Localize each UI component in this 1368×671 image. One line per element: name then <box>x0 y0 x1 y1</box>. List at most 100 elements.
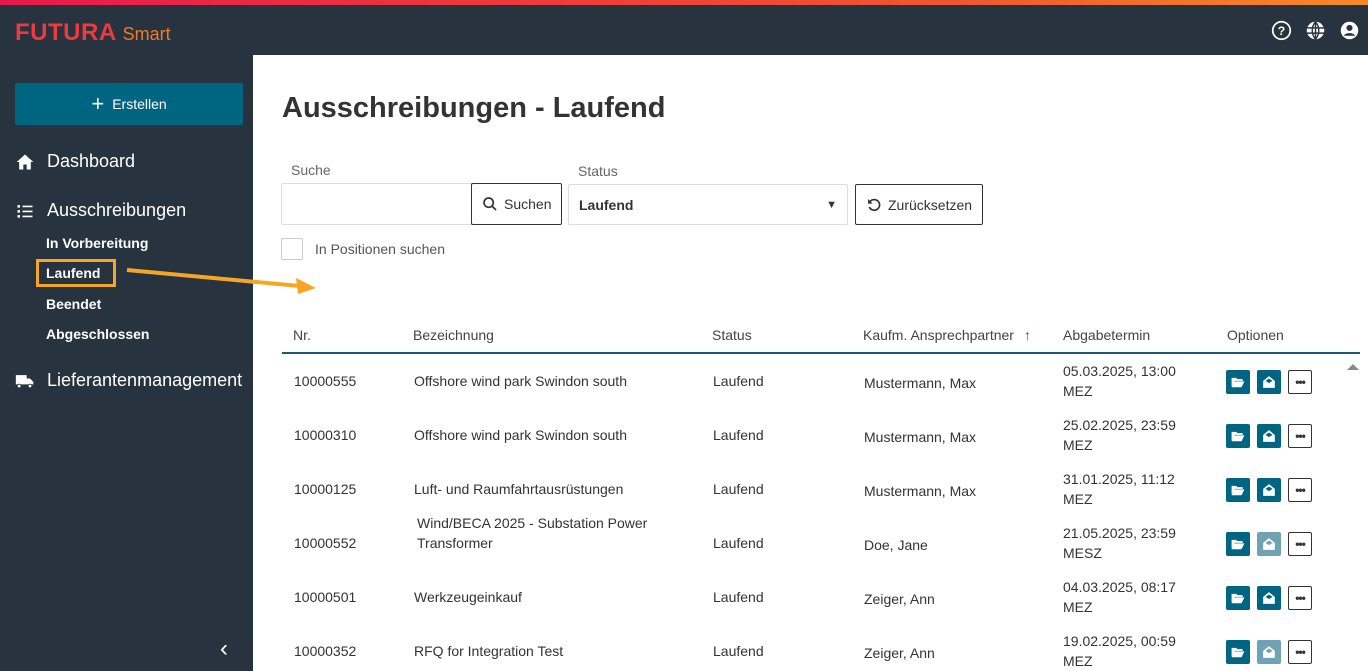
positions-checkbox[interactable] <box>281 238 303 260</box>
globe-icon[interactable] <box>1305 20 1326 41</box>
cell-partner: Mustermann, Max <box>864 483 977 499</box>
folder-open-icon <box>1231 647 1245 658</box>
brand-strip <box>0 0 1368 5</box>
column-header-status[interactable]: Status <box>712 327 752 343</box>
more-options-button[interactable]: ••• <box>1288 640 1312 664</box>
open-mail-button[interactable] <box>1257 424 1281 448</box>
ellipsis-icon: ••• <box>1295 429 1306 443</box>
scroll-up-icon[interactable] <box>1347 364 1359 370</box>
more-options-button[interactable]: ••• <box>1288 478 1312 502</box>
cell-partner: Zeiger, Ann <box>864 645 935 661</box>
more-options-button[interactable]: ••• <box>1288 424 1312 448</box>
open-mail-button[interactable] <box>1257 478 1281 502</box>
envelope-open-icon <box>1263 376 1275 388</box>
reset-button[interactable]: Zurücksetzen <box>855 184 984 225</box>
cell-partner: Mustermann, Max <box>864 429 977 445</box>
cell-bezeichnung[interactable]: Offshore wind park Swindon south <box>414 373 627 389</box>
folder-open-icon <box>1231 377 1245 388</box>
home-icon <box>16 154 34 169</box>
help-icon[interactable]: ? <box>1271 20 1292 41</box>
column-header-optionen: Optionen <box>1227 327 1284 343</box>
column-header-bezeichnung[interactable]: Bezeichnung <box>413 327 494 343</box>
search-icon <box>483 197 497 211</box>
sidebar-subitem-beendet[interactable]: Beendet <box>46 296 102 312</box>
cell-nr: 10000552 <box>294 535 357 551</box>
status-label: Status <box>578 163 618 179</box>
cell-abgabetermin: 05.03.2025, 13:00 MEZ <box>1063 363 1176 399</box>
cell-nr: 10000501 <box>294 589 357 605</box>
reset-icon <box>868 198 881 211</box>
user-icon[interactable] <box>1339 20 1360 41</box>
cell-bezeichnung[interactable]: Wind/BECA 2025 - Substation Power Transf… <box>417 515 648 551</box>
cell-nr: 10000310 <box>294 427 357 443</box>
envelope-open-icon <box>1263 430 1275 442</box>
more-options-button[interactable]: ••• <box>1288 586 1312 610</box>
open-folder-button[interactable] <box>1226 640 1250 664</box>
cell-partner: Zeiger, Ann <box>864 591 935 607</box>
sidebar-subitem-abgeschlossen[interactable]: Abgeschlossen <box>46 326 150 342</box>
folder-open-icon <box>1231 485 1245 496</box>
open-folder-button[interactable] <box>1226 424 1250 448</box>
cell-abgabetermin: 04.03.2025, 08:17 MEZ <box>1063 579 1176 615</box>
envelope-open-icon <box>1263 538 1275 550</box>
folder-open-icon <box>1231 539 1245 550</box>
list-icon <box>17 204 33 218</box>
page-title: Ausschreibungen - Laufend <box>282 92 666 124</box>
folder-open-icon <box>1231 431 1245 442</box>
column-header-abgabetermin[interactable]: Abgabetermin <box>1063 327 1151 343</box>
ellipsis-icon: ••• <box>1295 591 1306 605</box>
sidebar-subitem-in-vorbereitung[interactable]: In Vorbereitung <box>46 235 149 251</box>
ellipsis-icon: ••• <box>1295 537 1306 551</box>
sidebar: + Erstellen Dashboard Ausschreibungen In … <box>0 55 253 671</box>
cell-bezeichnung[interactable]: Luft- und Raumfahrtausrüstungen <box>414 481 624 497</box>
cell-status: Laufend <box>713 589 764 605</box>
open-mail-button[interactable] <box>1257 640 1281 664</box>
annotation-arrow <box>126 268 316 294</box>
open-folder-button[interactable] <box>1226 478 1250 502</box>
open-mail-button[interactable] <box>1257 532 1281 556</box>
search-button[interactable]: Suchen <box>471 183 563 225</box>
cell-nr: 10000555 <box>294 373 357 389</box>
cell-status: Laufend <box>713 535 764 551</box>
ellipsis-icon: ••• <box>1295 645 1306 659</box>
column-header-partner[interactable]: Kaufm. Ansprechpartner ↑ <box>863 327 1031 343</box>
open-folder-button[interactable] <box>1226 532 1250 556</box>
search-label: Suche <box>291 162 331 178</box>
open-folder-button[interactable] <box>1226 586 1250 610</box>
cell-status: Laufend <box>713 481 764 497</box>
truck-icon <box>15 374 34 388</box>
header: FUTURA Smart ? <box>0 5 1368 55</box>
sort-ascending-icon: ↑ <box>1023 327 1031 343</box>
ellipsis-icon: ••• <box>1295 375 1306 389</box>
sidebar-item-ausschreibungen[interactable]: Ausschreibungen <box>15 200 186 221</box>
ellipsis-icon: ••• <box>1295 483 1306 497</box>
open-mail-button[interactable] <box>1257 586 1281 610</box>
open-folder-button[interactable] <box>1226 370 1250 394</box>
more-options-button[interactable]: ••• <box>1288 370 1312 394</box>
cell-partner: Doe, Jane <box>864 537 928 553</box>
collapse-sidebar-icon[interactable]: ‹ <box>220 635 228 662</box>
svg-text:?: ? <box>1278 24 1285 38</box>
sidebar-item-lieferantenmanagement[interactable]: Lieferantenmanagement <box>15 370 242 391</box>
envelope-open-icon <box>1263 646 1275 658</box>
cell-status: Laufend <box>713 373 764 389</box>
cell-bezeichnung[interactable]: Offshore wind park Swindon south <box>414 427 627 443</box>
create-button[interactable]: + Erstellen <box>15 83 243 125</box>
open-mail-button[interactable] <box>1257 370 1281 394</box>
cell-status: Laufend <box>713 427 764 443</box>
sidebar-item-dashboard[interactable]: Dashboard <box>15 151 135 172</box>
cell-bezeichnung[interactable]: RFQ for Integration Test <box>414 643 564 659</box>
cell-nr: 10000125 <box>294 481 357 497</box>
envelope-open-icon <box>1263 484 1275 496</box>
more-options-button[interactable]: ••• <box>1288 532 1312 556</box>
search-input[interactable] <box>281 183 473 225</box>
cell-nr: 10000352 <box>294 643 357 659</box>
dropdown-arrow-icon: ▼ <box>826 198 837 211</box>
plus-icon: + <box>91 91 105 116</box>
logo[interactable]: FUTURA Smart <box>15 19 171 46</box>
envelope-open-icon <box>1263 592 1275 604</box>
column-header-nr[interactable]: Nr. <box>293 327 311 343</box>
status-select[interactable]: Laufend ▼ <box>568 184 848 225</box>
cell-bezeichnung[interactable]: Werkzeugeinkauf <box>414 589 522 605</box>
sidebar-subitem-laufend[interactable]: Laufend <box>46 265 101 281</box>
